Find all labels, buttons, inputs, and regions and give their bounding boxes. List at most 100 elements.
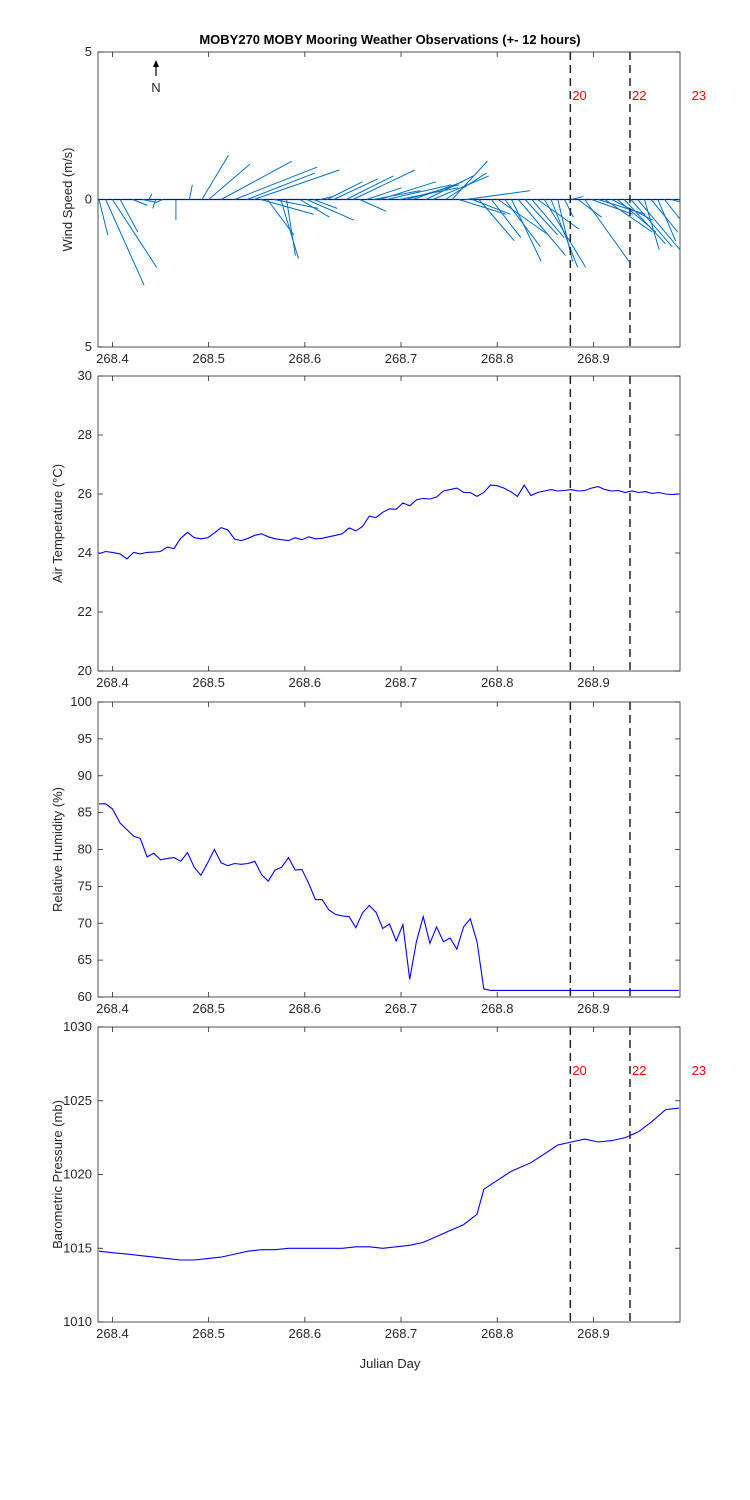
wind-stick <box>373 190 421 200</box>
figure-title: MOBY270 MOBY Mooring Weather Observation… <box>199 32 580 47</box>
wind-stick <box>352 169 416 200</box>
wind-stick <box>543 199 587 268</box>
wind-stick <box>299 199 330 218</box>
wind-stick <box>345 175 394 200</box>
wind-stick <box>188 184 193 200</box>
wind-stick <box>286 199 296 256</box>
ytick-label-pres: 1030 <box>63 1019 92 1034</box>
wind-stick <box>119 199 139 233</box>
ytick-label-temp: 20 <box>78 663 92 678</box>
wind-stick <box>386 184 452 200</box>
hour-label-pres: 20 <box>572 1063 586 1078</box>
ytick-label-rh: 100 <box>70 694 92 709</box>
xtick-label-wind: 268.7 <box>385 351 418 366</box>
ylabel-rh: Relative Humidity (%) <box>50 787 65 912</box>
ytick-label-rh: 90 <box>78 768 92 783</box>
xtick-label-pres: 268.9 <box>577 1326 610 1341</box>
ytick-label-temp: 22 <box>78 604 92 619</box>
wind-stick <box>657 199 677 241</box>
xtick-label-rh: 268.5 <box>192 1001 225 1016</box>
wind-stick <box>598 199 646 215</box>
xtick-label-rh: 268.7 <box>385 1001 418 1016</box>
xtick-label-temp: 268.8 <box>481 675 514 690</box>
ytick-label-wind: 5 <box>85 339 92 354</box>
panel-temp: 20 22 24 26 28 30 268.4 268.5 268.6 268.7 268.8 268… <box>50 368 681 690</box>
ylabel-wind: Wind Speed (m/s) <box>60 147 75 251</box>
series-line-pres <box>98 1107 680 1261</box>
wind-stick <box>677 199 680 202</box>
wind-stick <box>571 196 584 200</box>
ytick-label-rh: 85 <box>78 805 92 820</box>
xtick-label-pres: 268.4 <box>96 1326 129 1341</box>
ytick-label-temp: 24 <box>78 545 92 560</box>
wind-stick <box>148 193 153 200</box>
wind-stick <box>577 199 602 218</box>
wind-stick <box>112 199 158 268</box>
panel-wind: 5 0 5 268.4 268.5 268.6 268.7 268.8 268.9 Wind Sp… <box>60 44 706 366</box>
wind-stick <box>550 199 579 268</box>
wind-stick <box>584 199 630 262</box>
axes-box-pres <box>97 1026 681 1323</box>
wind-stick <box>497 199 549 236</box>
hour-label-wind: 22 <box>632 88 646 103</box>
wind-stick <box>246 172 316 200</box>
ytick-label-wind: 0 <box>85 192 92 207</box>
ytick-label-rh: 60 <box>78 989 92 1004</box>
ytick-label-pres: 1020 <box>63 1167 92 1182</box>
xtick-label-temp: 268.5 <box>192 675 225 690</box>
wind-stick <box>425 175 474 200</box>
ytick-label-rh: 70 <box>78 915 92 930</box>
wind-stick <box>313 199 338 209</box>
wind-stick <box>201 154 229 200</box>
xtick-label-pres: 268.6 <box>289 1326 322 1341</box>
wind-stick <box>537 199 580 230</box>
wind-stick <box>518 199 566 256</box>
plot-area-wind <box>98 154 680 286</box>
wind-stick <box>445 172 487 200</box>
wind-stick <box>511 199 542 262</box>
wind-stick <box>320 196 333 200</box>
axes-box-temp <box>97 375 681 672</box>
wind-stick <box>208 163 251 200</box>
wind-stick <box>531 199 565 239</box>
ylabel-pres: Barometric Pressure (mb) <box>50 1100 65 1249</box>
panel-rh: 60 65 70 75 80 85 90 95 100 268.4 268.5 268.6 268.7 2… <box>50 694 681 1016</box>
x-axis-label: Julian Day <box>360 1356 421 1371</box>
panels-group: 5 0 5 268.4 268.5 268.6 268.7 268.8 268.9 Wind Sp… <box>50 44 706 1341</box>
wind-stick <box>326 181 363 200</box>
wind-stick <box>105 199 145 286</box>
ytick-label-rh: 65 <box>78 952 92 967</box>
wind-stick <box>604 199 653 233</box>
xtick-label-wind: 268.4 <box>96 351 129 366</box>
wind-stick <box>306 199 355 221</box>
xtick-label-rh: 268.9 <box>577 1001 610 1016</box>
ytick-label-temp: 30 <box>78 368 92 383</box>
wind-stick <box>458 199 507 215</box>
xtick-label-wind: 268.8 <box>481 351 514 366</box>
wind-stick <box>564 199 574 218</box>
plot-area-rh <box>99 803 679 991</box>
wind-stick <box>359 199 387 212</box>
wind-stick <box>152 199 157 209</box>
wind-stick <box>280 199 299 259</box>
wind-stick <box>220 160 293 200</box>
hour-label-pres: 23 <box>692 1063 706 1078</box>
wind-stick <box>472 199 511 215</box>
wind-stick <box>253 169 340 200</box>
hour-label-wind: 23 <box>692 88 706 103</box>
series-line-temp <box>98 484 680 560</box>
wind-stick <box>524 199 558 236</box>
ytick-label-temp: 26 <box>78 486 92 501</box>
panel-pres: 1010 1015 1020 1025 1030 268.4 268.5 268.6 268.7… <box>50 1019 706 1341</box>
xtick-label-rh: 268.4 <box>96 1001 129 1016</box>
xtick-label-temp: 268.4 <box>96 675 129 690</box>
wind-stick <box>643 199 660 250</box>
wind-stick <box>98 199 109 236</box>
xtick-label-pres: 268.5 <box>192 1326 225 1341</box>
wind-stick <box>637 199 680 251</box>
hour-label-wind: 20 <box>572 88 586 103</box>
wind-stick <box>132 199 148 206</box>
ytick-label-rh: 75 <box>78 878 92 893</box>
wind-stick <box>432 175 490 200</box>
